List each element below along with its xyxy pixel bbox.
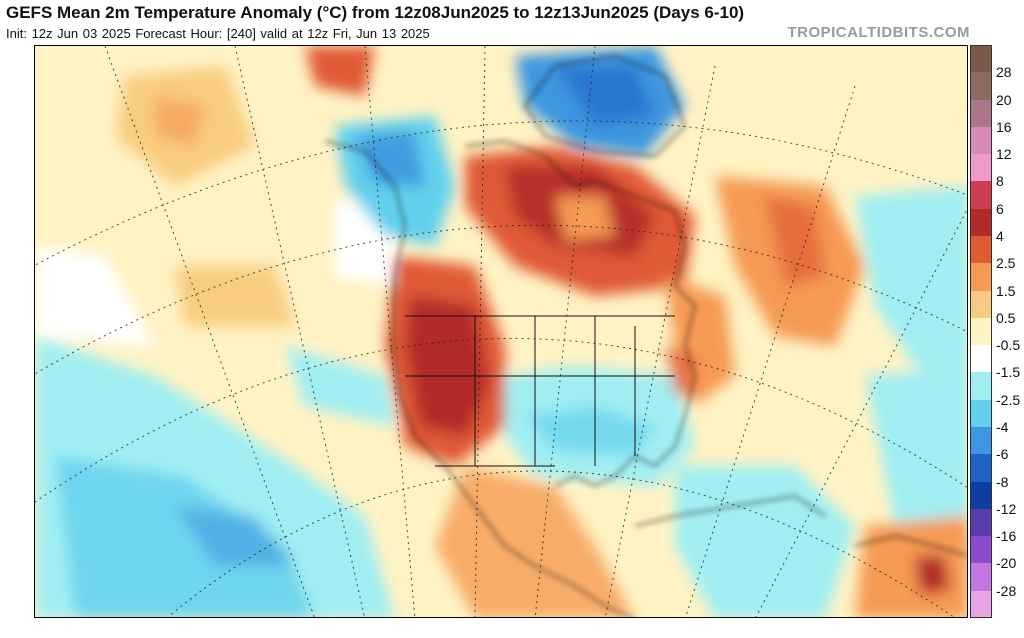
colorbar-label: 8 xyxy=(996,173,1004,190)
colorbar-swatch xyxy=(970,317,992,346)
colorbar-bin: 0.5 xyxy=(970,290,1024,326)
colorbar-bin: -0.5 xyxy=(970,317,1024,353)
colorbar-swatch xyxy=(970,126,992,155)
colorbar-swatch xyxy=(970,345,992,373)
colorbar-label: -1.5 xyxy=(996,364,1021,381)
colorbar-label: -8 xyxy=(996,473,1009,490)
colorbar-bin: -8 xyxy=(970,454,1024,490)
colorbar-swatch xyxy=(970,508,992,537)
colorbar-bin: -12 xyxy=(970,481,1024,517)
colorbar-label: -2.5 xyxy=(996,391,1021,408)
colorbar-label: -16 xyxy=(996,528,1017,545)
colorbar-label: 1.5 xyxy=(996,282,1016,299)
colorbar-swatch xyxy=(970,263,992,291)
map-title: GEFS Mean 2m Temperature Anomaly (°C) fr… xyxy=(6,3,745,22)
colorbar-label: -4 xyxy=(996,418,1009,435)
map-canvas xyxy=(35,46,967,617)
colorbar-swatch xyxy=(970,72,992,100)
colorbar-bin: -16 xyxy=(970,508,1024,544)
colorbar-bin: 1.5 xyxy=(970,263,1024,299)
colorbar-label: 2.5 xyxy=(996,255,1016,272)
colorbar-bin: 2.5 xyxy=(970,236,1024,271)
colorbar-bin: 28 xyxy=(970,45,1024,80)
colorbar-label: -6 xyxy=(996,446,1009,463)
temperature-anomaly-map xyxy=(34,45,968,618)
colorbar-swatch xyxy=(970,208,992,236)
colorbar-label: 20 xyxy=(996,91,1012,108)
colorbar-bin: -28 xyxy=(970,563,1024,599)
colorbar-label: 12 xyxy=(996,146,1012,163)
colorbar-bin: -4 xyxy=(970,399,1024,435)
colorbar-bin: 16 xyxy=(970,99,1024,135)
colorbar-swatch xyxy=(970,427,992,455)
colorbar-swatch xyxy=(970,563,992,591)
colorbar-bin: 8 xyxy=(970,154,1024,189)
colorbar-bin: -6 xyxy=(970,427,1024,462)
colorbar-swatch xyxy=(970,290,992,318)
map-subtitle: Init: 12z Jun 03 2025 Forecast Hour: [24… xyxy=(6,26,430,41)
colorbar-swatch xyxy=(970,181,992,209)
colorbar-bin: -20 xyxy=(970,536,1024,571)
colorbar-label: 28 xyxy=(996,64,1012,81)
colorbar-bin xyxy=(970,590,1024,618)
colorbar-label: -20 xyxy=(996,555,1017,572)
coastlines xyxy=(324,55,967,617)
colorbar-swatch xyxy=(970,536,992,564)
colorbar-label: 6 xyxy=(996,200,1004,217)
colorbar-bin: 6 xyxy=(970,181,1024,217)
colorbar-swatch xyxy=(970,154,992,182)
colorbar-label: -28 xyxy=(996,582,1017,599)
colorbar-swatch xyxy=(970,236,992,264)
colorbar-swatch xyxy=(970,454,992,482)
colorbar-label: 4 xyxy=(996,227,1004,244)
colorbar-label: 16 xyxy=(996,118,1012,135)
colorbar-label: 0.5 xyxy=(996,309,1016,326)
colorbar-bin: -1.5 xyxy=(970,345,1024,380)
colorbar-bin: 4 xyxy=(970,208,1024,244)
colorbar-bin: -2.5 xyxy=(970,372,1024,408)
political-borders xyxy=(405,315,675,467)
colorbar-bin: 12 xyxy=(970,126,1024,162)
temperature-colorbar: 28 20 16 12 8 6 4 2.5 1.5 0.5 -0.5 -1.5 -2.5 -4 -6 -8 -1… xyxy=(970,45,1024,618)
colorbar-bin: 20 xyxy=(970,72,1024,108)
colorbar-swatch xyxy=(970,590,992,618)
source-credit: TROPICALTIDBITS.COM xyxy=(787,24,970,41)
colorbar-swatch xyxy=(970,45,992,73)
colorbar-swatch xyxy=(970,399,992,427)
colorbar-swatch xyxy=(970,99,992,127)
colorbar-swatch xyxy=(970,372,992,400)
colorbar-label: -0.5 xyxy=(996,337,1021,354)
colorbar-label: -12 xyxy=(996,500,1017,517)
graticule-lines xyxy=(35,46,967,617)
colorbar-swatch xyxy=(970,481,992,509)
